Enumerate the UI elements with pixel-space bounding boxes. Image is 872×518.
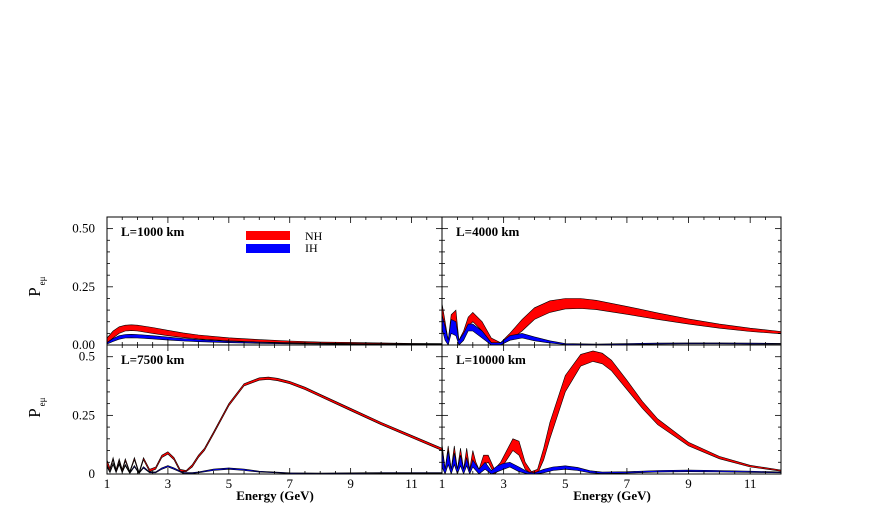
band-nh bbox=[107, 324, 442, 345]
y-tick-label: 0.00 bbox=[72, 337, 95, 352]
y-tick-label: 0.25 bbox=[72, 279, 95, 294]
x-axis-label-right: Energy (GeV) bbox=[573, 488, 651, 503]
x-tick-label: 1 bbox=[439, 476, 446, 491]
band-ih bbox=[442, 448, 781, 474]
y-tick-label: 0 bbox=[89, 466, 96, 481]
y-tick-label: 0.5 bbox=[79, 349, 95, 364]
x-tick-label: 9 bbox=[347, 476, 354, 491]
panel-3-plot bbox=[107, 376, 442, 474]
legend-swatch-ih bbox=[246, 244, 290, 253]
x-tick-label: 3 bbox=[500, 476, 507, 491]
panel-1-plot bbox=[107, 324, 442, 345]
x-tick-label: 11 bbox=[405, 476, 418, 491]
band-ih bbox=[442, 314, 781, 345]
x-tick-label: 7 bbox=[286, 476, 293, 491]
x-axis-label-left: Energy (GeV) bbox=[236, 488, 314, 503]
x-tick-label: 5 bbox=[562, 476, 569, 491]
x-tick-label: 11 bbox=[744, 476, 757, 491]
x-tick-label: 1 bbox=[104, 476, 111, 491]
y-axis-label-bottom-sub: eμ bbox=[37, 397, 47, 406]
y-axis-label-top-sub: eμ bbox=[37, 276, 47, 285]
panel-4: 1 3 5 7 9 11 L=10000 km bbox=[439, 344, 782, 491]
band-ih bbox=[107, 333, 442, 345]
panel-3-label: L=7500 km bbox=[121, 352, 185, 367]
y-axis-label-top: P eμ bbox=[25, 276, 47, 296]
y-axis-label-top-main: P bbox=[25, 287, 44, 296]
band-nh bbox=[107, 376, 442, 474]
band-nh bbox=[442, 298, 781, 345]
legend-swatch-nh bbox=[246, 231, 290, 240]
legend-label-ih: IH bbox=[305, 241, 318, 255]
panels-group: 0.00 0.25 0.50 L=1000 km L=4000 km 0 0.25 0.5 1 3… bbox=[72, 216, 782, 491]
panel-2-label: L=4000 km bbox=[456, 224, 520, 239]
panel-4-plot bbox=[442, 350, 781, 474]
panel-1-label: L=1000 km bbox=[121, 224, 185, 239]
panel-3: 0 0.25 0.5 1 3 5 7 9 11 L=7500 km bbox=[72, 344, 443, 491]
y-axis-label-bottom: P eμ bbox=[25, 397, 47, 417]
y-axis-label-bottom-main: P bbox=[25, 408, 44, 417]
x-tick-label: 3 bbox=[165, 476, 172, 491]
band-nh bbox=[442, 350, 781, 474]
legend-label-nh: NH bbox=[305, 229, 323, 243]
legend: NH IH bbox=[246, 229, 323, 255]
x-tick-label: 9 bbox=[685, 476, 692, 491]
y-tick-label: 0.25 bbox=[72, 407, 95, 422]
panel-4-label: L=10000 km bbox=[456, 352, 526, 367]
y-tick-label: 0.50 bbox=[72, 221, 95, 236]
x-tick-label: 5 bbox=[226, 476, 233, 491]
panel-2-plot bbox=[442, 298, 781, 345]
panel-2: L=4000 km bbox=[441, 216, 782, 346]
panel-1: 0.00 0.25 0.50 L=1000 km bbox=[72, 216, 443, 352]
x-tick-label: 7 bbox=[624, 476, 631, 491]
